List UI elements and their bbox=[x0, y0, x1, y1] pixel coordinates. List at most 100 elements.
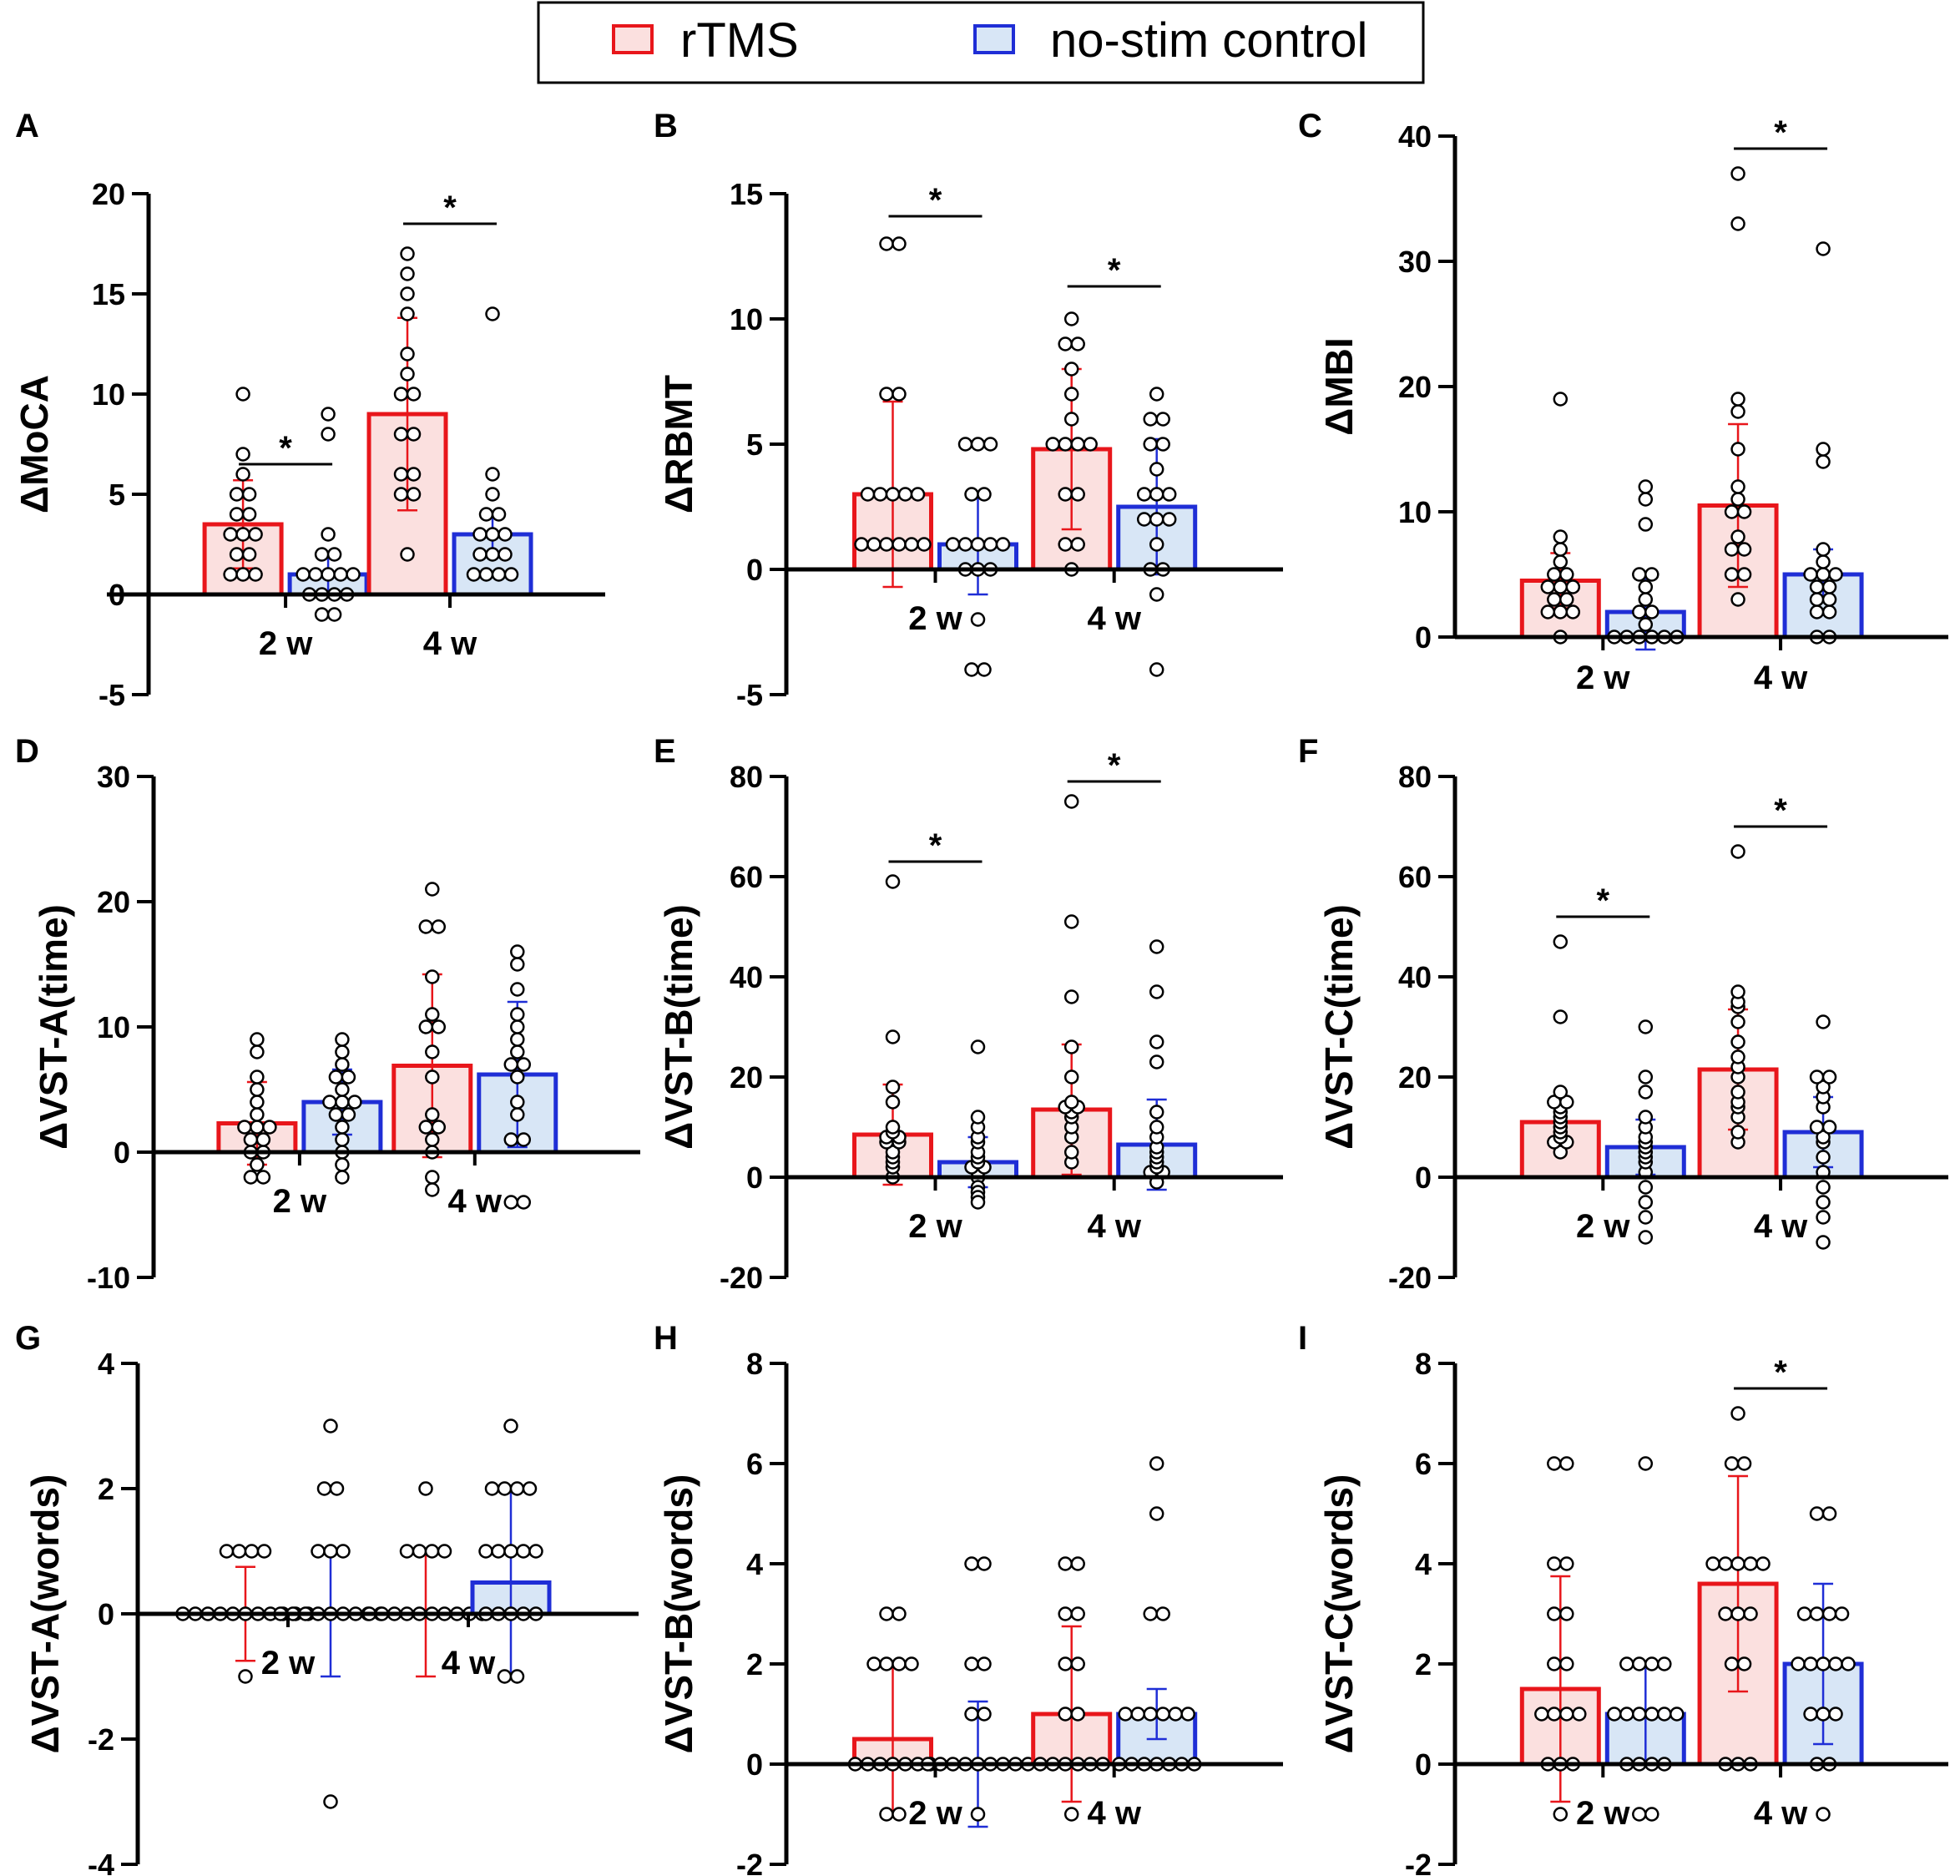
x-tick-label: 4 w bbox=[1754, 660, 1808, 696]
x-tick-label: 2 w bbox=[1576, 1208, 1630, 1245]
legend-swatch-control bbox=[973, 24, 1015, 54]
data-point bbox=[516, 1544, 531, 1559]
y-tick-label: 30 bbox=[97, 760, 130, 794]
data-point bbox=[1559, 1707, 1574, 1722]
data-point bbox=[1730, 166, 1745, 181]
data-point bbox=[424, 1544, 440, 1559]
data-point bbox=[1149, 1506, 1164, 1521]
data-point bbox=[1638, 1195, 1654, 1210]
data-point bbox=[1809, 1606, 1825, 1621]
data-point bbox=[229, 507, 245, 522]
data-point bbox=[1149, 587, 1164, 602]
panel-letter: D bbox=[15, 733, 39, 770]
data-point bbox=[892, 537, 907, 552]
data-point bbox=[326, 607, 342, 622]
data-point bbox=[879, 537, 894, 552]
y-tick-label: 0 bbox=[746, 1160, 763, 1195]
data-point bbox=[510, 1107, 525, 1122]
data-point bbox=[248, 567, 263, 582]
data-point bbox=[1743, 1606, 1758, 1621]
panel-a: A ΔMoCA 2 w 4 w -5 0 5 10 15 20 * * bbox=[13, 108, 605, 712]
data-point bbox=[478, 567, 494, 582]
data-point bbox=[1607, 1707, 1622, 1722]
data-point bbox=[1070, 336, 1085, 351]
data-point bbox=[1063, 311, 1079, 326]
data-point bbox=[1180, 1707, 1195, 1722]
panel-letter: A bbox=[15, 108, 39, 144]
data-point bbox=[1657, 1656, 1672, 1671]
data-point bbox=[1058, 537, 1073, 552]
data-point bbox=[1155, 437, 1170, 452]
data-point bbox=[400, 266, 415, 281]
data-point bbox=[241, 507, 257, 522]
data-point bbox=[860, 487, 876, 502]
significance-marker: * bbox=[443, 190, 457, 226]
data-point bbox=[241, 547, 257, 562]
data-point bbox=[1638, 1230, 1654, 1245]
data-point bbox=[1730, 1034, 1745, 1049]
significance-marker: * bbox=[1774, 1354, 1787, 1391]
data-point bbox=[1149, 939, 1164, 954]
data-point bbox=[1553, 529, 1569, 544]
data-point bbox=[1553, 542, 1569, 557]
data-point bbox=[1547, 1606, 1562, 1621]
data-point bbox=[1816, 1014, 1831, 1029]
data-point bbox=[1816, 1807, 1831, 1822]
data-point bbox=[1070, 1656, 1085, 1671]
data-point bbox=[983, 537, 998, 552]
data-point bbox=[335, 1120, 350, 1135]
data-point bbox=[1828, 1656, 1843, 1671]
y-tick-label: 0 bbox=[109, 578, 125, 612]
data-point bbox=[335, 1132, 350, 1147]
significance-marker: * bbox=[1597, 882, 1610, 919]
data-point bbox=[879, 236, 894, 251]
panel-letter: E bbox=[654, 733, 676, 770]
data-point bbox=[229, 547, 245, 562]
data-point bbox=[1155, 412, 1170, 427]
data-point bbox=[1632, 1656, 1647, 1671]
y-tick-label: -5 bbox=[736, 678, 763, 712]
y-tick-label: 0 bbox=[746, 553, 763, 587]
data-point bbox=[892, 1807, 907, 1822]
x-tick-label: 2 w bbox=[908, 1795, 962, 1832]
data-point bbox=[1736, 1656, 1752, 1671]
data-point bbox=[393, 387, 409, 402]
data-point bbox=[1638, 1110, 1654, 1125]
data-point bbox=[1638, 1085, 1654, 1100]
data-point bbox=[1070, 537, 1085, 552]
data-point bbox=[235, 467, 250, 482]
data-point bbox=[1718, 1606, 1733, 1621]
data-point bbox=[503, 1418, 518, 1434]
data-point bbox=[1638, 592, 1654, 607]
data-point bbox=[296, 567, 311, 582]
data-point bbox=[970, 1195, 986, 1210]
y-tick-label: 80 bbox=[730, 760, 763, 794]
data-point bbox=[425, 1007, 440, 1022]
data-point bbox=[316, 1481, 332, 1496]
significance-marker: * bbox=[1108, 252, 1121, 289]
data-point bbox=[1063, 1145, 1079, 1160]
x-tick-label: 4 w bbox=[1754, 1795, 1808, 1832]
y-tick-label: 10 bbox=[92, 377, 125, 412]
data-point bbox=[1743, 1556, 1758, 1571]
data-point bbox=[1547, 1456, 1562, 1471]
y-tick-label: 10 bbox=[97, 1010, 130, 1044]
data-point bbox=[1149, 984, 1164, 999]
data-point bbox=[329, 1481, 345, 1496]
data-point bbox=[1619, 1656, 1634, 1671]
data-point bbox=[516, 1132, 532, 1147]
data-point bbox=[995, 537, 1011, 552]
data-point bbox=[970, 1110, 986, 1125]
data-point bbox=[1841, 1656, 1856, 1671]
data-point bbox=[1828, 567, 1843, 582]
y-tick-label: 5 bbox=[109, 478, 125, 512]
y-tick-label: 0 bbox=[98, 1597, 114, 1631]
data-point bbox=[241, 487, 257, 502]
data-point bbox=[1644, 604, 1659, 619]
data-point bbox=[1070, 1707, 1085, 1722]
significance-marker: * bbox=[279, 430, 292, 467]
data-point bbox=[964, 1707, 979, 1722]
data-point bbox=[503, 1195, 519, 1210]
panel-letter: F bbox=[1298, 733, 1318, 770]
